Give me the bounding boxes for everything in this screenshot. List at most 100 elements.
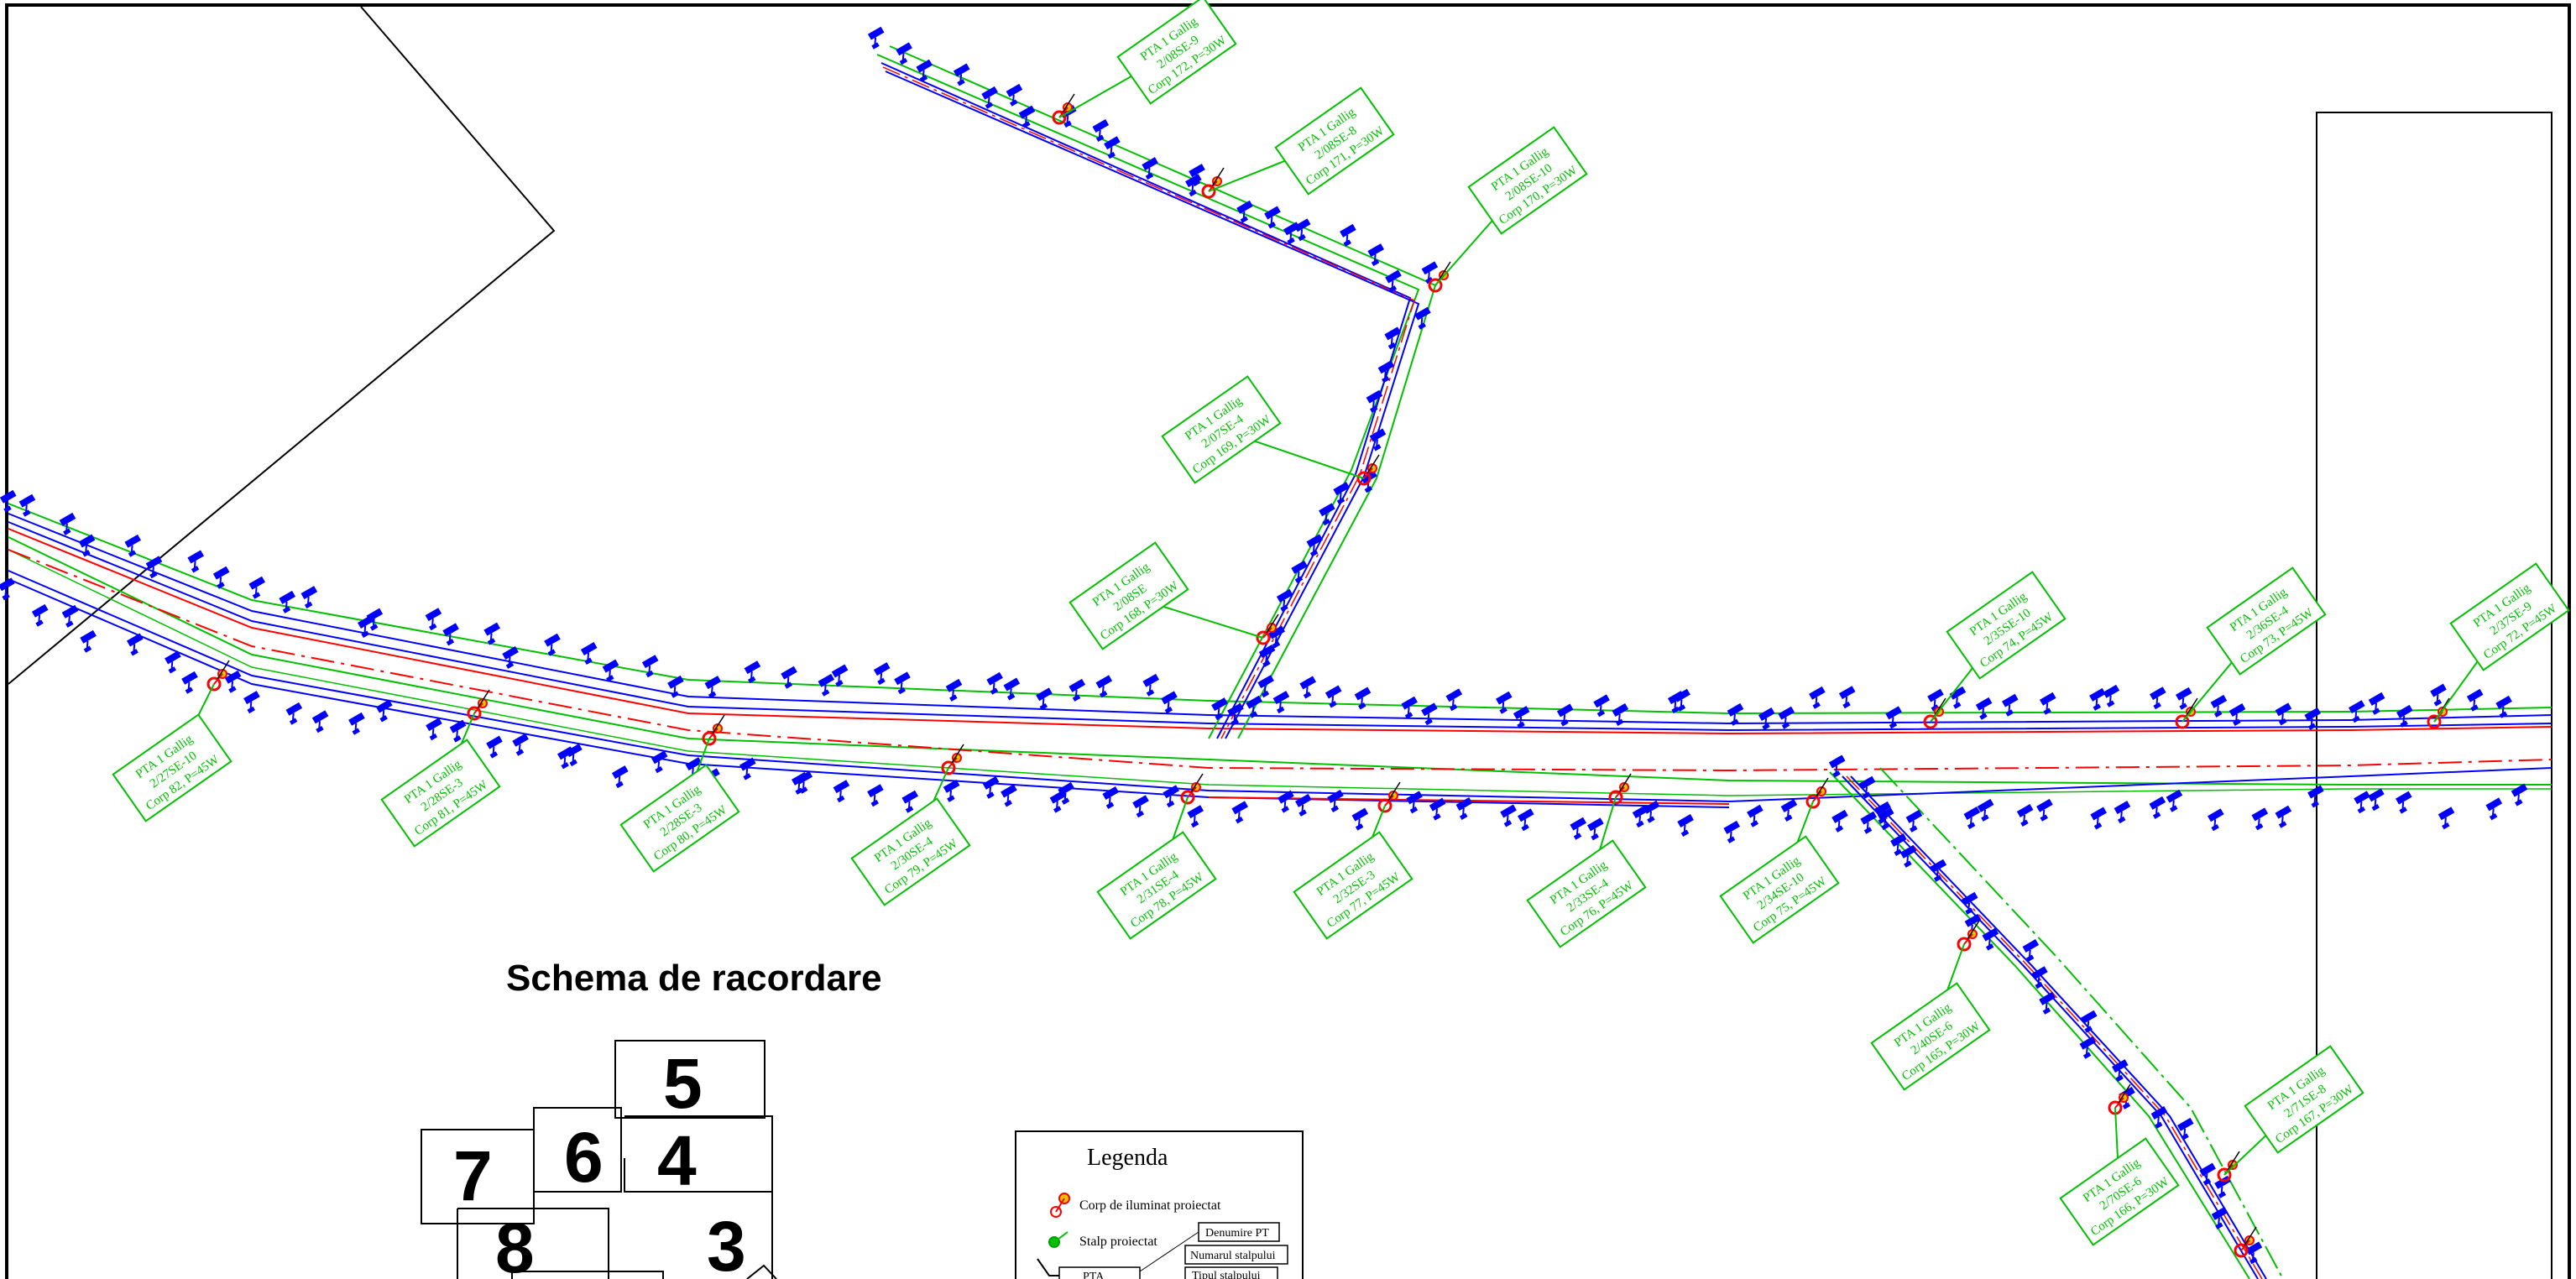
luminaire-markers bbox=[206, 93, 2450, 1258]
callout-box bbox=[2449, 562, 2570, 671]
pole-marker bbox=[2396, 791, 2412, 814]
legend-title: Legenda bbox=[1087, 1145, 1168, 1171]
pole-marker bbox=[1778, 706, 1795, 729]
pole-marker bbox=[2149, 796, 2166, 819]
pole-marker bbox=[165, 650, 181, 674]
pole-marker bbox=[2245, 1241, 2263, 1265]
pole-marker bbox=[1327, 790, 1344, 812]
pole-marker bbox=[566, 744, 583, 767]
pole-marker bbox=[80, 629, 97, 653]
pole-marker bbox=[1905, 809, 1923, 833]
pole-marker bbox=[1385, 269, 1402, 293]
pole-marker bbox=[2090, 807, 2107, 830]
pole-marker bbox=[425, 608, 442, 631]
pole-marker bbox=[1406, 791, 1423, 814]
pole-marker bbox=[641, 655, 659, 678]
pole-marker bbox=[1132, 795, 1149, 818]
pole-marker bbox=[1340, 223, 1356, 247]
pole-marker bbox=[1384, 326, 1401, 350]
sheet-number-7: 7 bbox=[453, 1136, 493, 1215]
pole-marker bbox=[544, 633, 561, 656]
key-plan bbox=[421, 1040, 777, 1279]
pole-marker bbox=[348, 712, 365, 735]
pole-marker bbox=[2002, 693, 2019, 717]
legend-key-pole-type: Tipul stalpului bbox=[1192, 1270, 1261, 1279]
callout-box bbox=[2059, 1137, 2180, 1246]
sheet-number-4: 4 bbox=[657, 1121, 697, 1200]
pole-marker bbox=[2368, 692, 2385, 715]
pole-marker bbox=[1727, 702, 1744, 726]
map-frame bbox=[5, 3, 2571, 1279]
legend-item-luminaire: Corp de iluminat proiectat bbox=[1079, 1198, 1221, 1213]
pole-marker bbox=[1513, 706, 1530, 729]
pole-marker bbox=[124, 534, 141, 557]
pole-marker bbox=[1885, 706, 1902, 729]
pole-marker bbox=[651, 750, 668, 774]
sheet-number-8: 8 bbox=[495, 1209, 535, 1279]
pole-marker bbox=[2022, 939, 2040, 962]
legend-item-pole: Stalp proiectat bbox=[1079, 1235, 1157, 1249]
pole-marker bbox=[181, 671, 198, 694]
pole-marker bbox=[1227, 702, 1244, 726]
pole-marker bbox=[1758, 707, 1775, 730]
pole-marker bbox=[1295, 793, 1312, 817]
pole-marker bbox=[1860, 811, 1877, 834]
pole-marker bbox=[2114, 801, 2131, 824]
pole-marker bbox=[2039, 991, 2056, 1015]
callout-box bbox=[850, 797, 971, 906]
pole-marker bbox=[18, 493, 36, 517]
pole-marker bbox=[61, 604, 79, 628]
pole-marker bbox=[704, 676, 722, 699]
pole-marker bbox=[187, 550, 204, 573]
pole-marker bbox=[744, 660, 761, 684]
pole-marker bbox=[986, 671, 1003, 695]
pole-marker bbox=[1445, 688, 1463, 712]
pole-marker bbox=[1674, 688, 1690, 712]
pole-marker bbox=[1643, 800, 1660, 823]
luminaire-marker bbox=[1957, 920, 1980, 952]
pole-marker bbox=[953, 63, 970, 86]
sheet-number-6: 6 bbox=[564, 1118, 604, 1197]
pole-marker bbox=[1963, 807, 1981, 829]
pole-marker bbox=[2307, 785, 2324, 808]
luminaire-marker bbox=[467, 689, 490, 721]
pole-marker bbox=[580, 642, 598, 665]
pole-marker bbox=[2511, 783, 2528, 807]
pole-marker bbox=[2040, 692, 2056, 715]
luminaire-marker bbox=[1201, 167, 1225, 199]
pole-marker bbox=[1142, 673, 1159, 697]
pole-marker bbox=[1367, 243, 1384, 267]
pole-marker bbox=[1414, 306, 1431, 330]
pole-marker bbox=[1421, 261, 1439, 285]
pole-marker bbox=[1325, 685, 1342, 708]
luminaire-marker bbox=[206, 660, 230, 692]
main-road bbox=[8, 503, 2552, 808]
luminaire-marker bbox=[941, 744, 964, 775]
callout-box bbox=[1467, 126, 1588, 235]
luminaire-marker bbox=[702, 714, 725, 746]
pole-marker bbox=[1268, 625, 1285, 649]
pole-marker bbox=[1927, 688, 1944, 712]
pole-marker bbox=[916, 59, 933, 82]
pole-marker bbox=[248, 576, 265, 599]
pole-marker bbox=[1809, 686, 1826, 709]
pole-marker bbox=[483, 622, 500, 645]
pole-marker bbox=[1977, 798, 1994, 822]
pole-marker bbox=[1278, 790, 1294, 813]
pole-marker bbox=[2430, 683, 2447, 707]
pole-marker bbox=[1366, 389, 1383, 413]
pole-marker bbox=[1258, 645, 1276, 667]
pole-marker bbox=[243, 691, 260, 714]
legend-key-leader-2 bbox=[1139, 1231, 1199, 1272]
callout-box bbox=[1526, 839, 1647, 948]
legend-key-pole-number: Numarul stalpului bbox=[1190, 1250, 1276, 1262]
callout-box bbox=[1116, 0, 1237, 105]
legend: Legenda Corp de iluminat proiectat Stalp… bbox=[1015, 1130, 1304, 1279]
pole-marker bbox=[1092, 119, 1110, 142]
